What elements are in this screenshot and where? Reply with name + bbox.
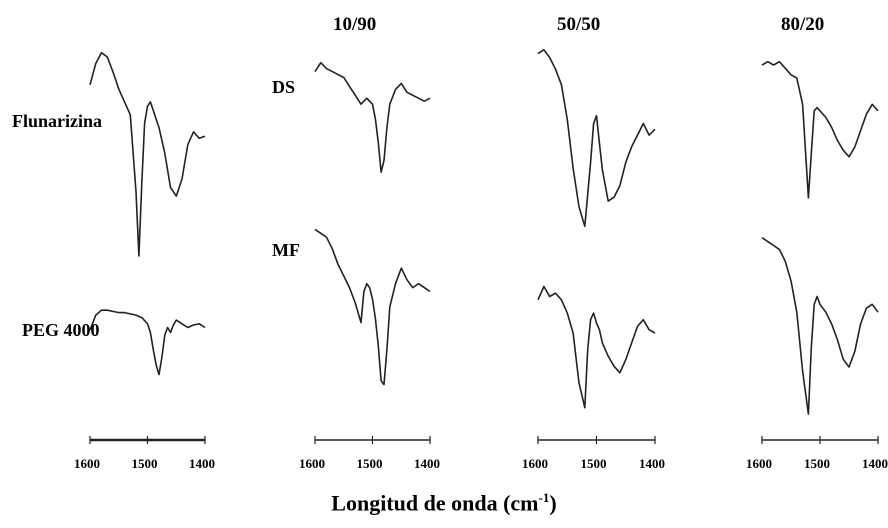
label-ds: DS [272,77,296,97]
spectrum-line-pure-flunarizina [89,51,206,257]
x-tick-label: 1500 [356,456,383,471]
column-header-50-50: 50/50 [557,14,601,35]
x-tick-label: 1600 [522,456,548,471]
spectrum-line-50-50-mf [537,285,656,409]
x-tick-label: 1500 [131,456,158,471]
x-tick-label: 1600 [74,456,100,471]
spectrum-line-50-50-ds [537,49,656,228]
x-tick-label: 1500 [580,456,607,471]
spectrum-line-10-90-mf [314,228,431,386]
x-tick-label: 1500 [804,456,830,471]
x-tick-label: 1400 [414,456,440,471]
x-tick-label: 1600 [299,456,325,471]
x-axis-title: Longitud de onda (cm-1) [331,490,557,516]
x-tick-label: 1400 [189,456,215,471]
label-peg-4000: PEG 4000 [22,320,100,340]
label-flunarizina: Flunarizina [12,111,103,131]
x-tick-label: 1600 [746,456,772,471]
label-mf: MF [272,240,300,260]
spectrum-line-80-20-mf [761,237,879,415]
column-header-80-20: 80/20 [781,14,825,35]
x-tick-label: 1400 [639,456,665,471]
column-header-10-90: 10/90 [333,14,377,35]
x-tick-label: 1400 [862,456,888,471]
spectrum-line-80-20-ds [761,60,879,199]
spectrum-line-pure-peg-4000 [89,309,206,376]
spectrum-line-10-90-ds [314,61,431,173]
